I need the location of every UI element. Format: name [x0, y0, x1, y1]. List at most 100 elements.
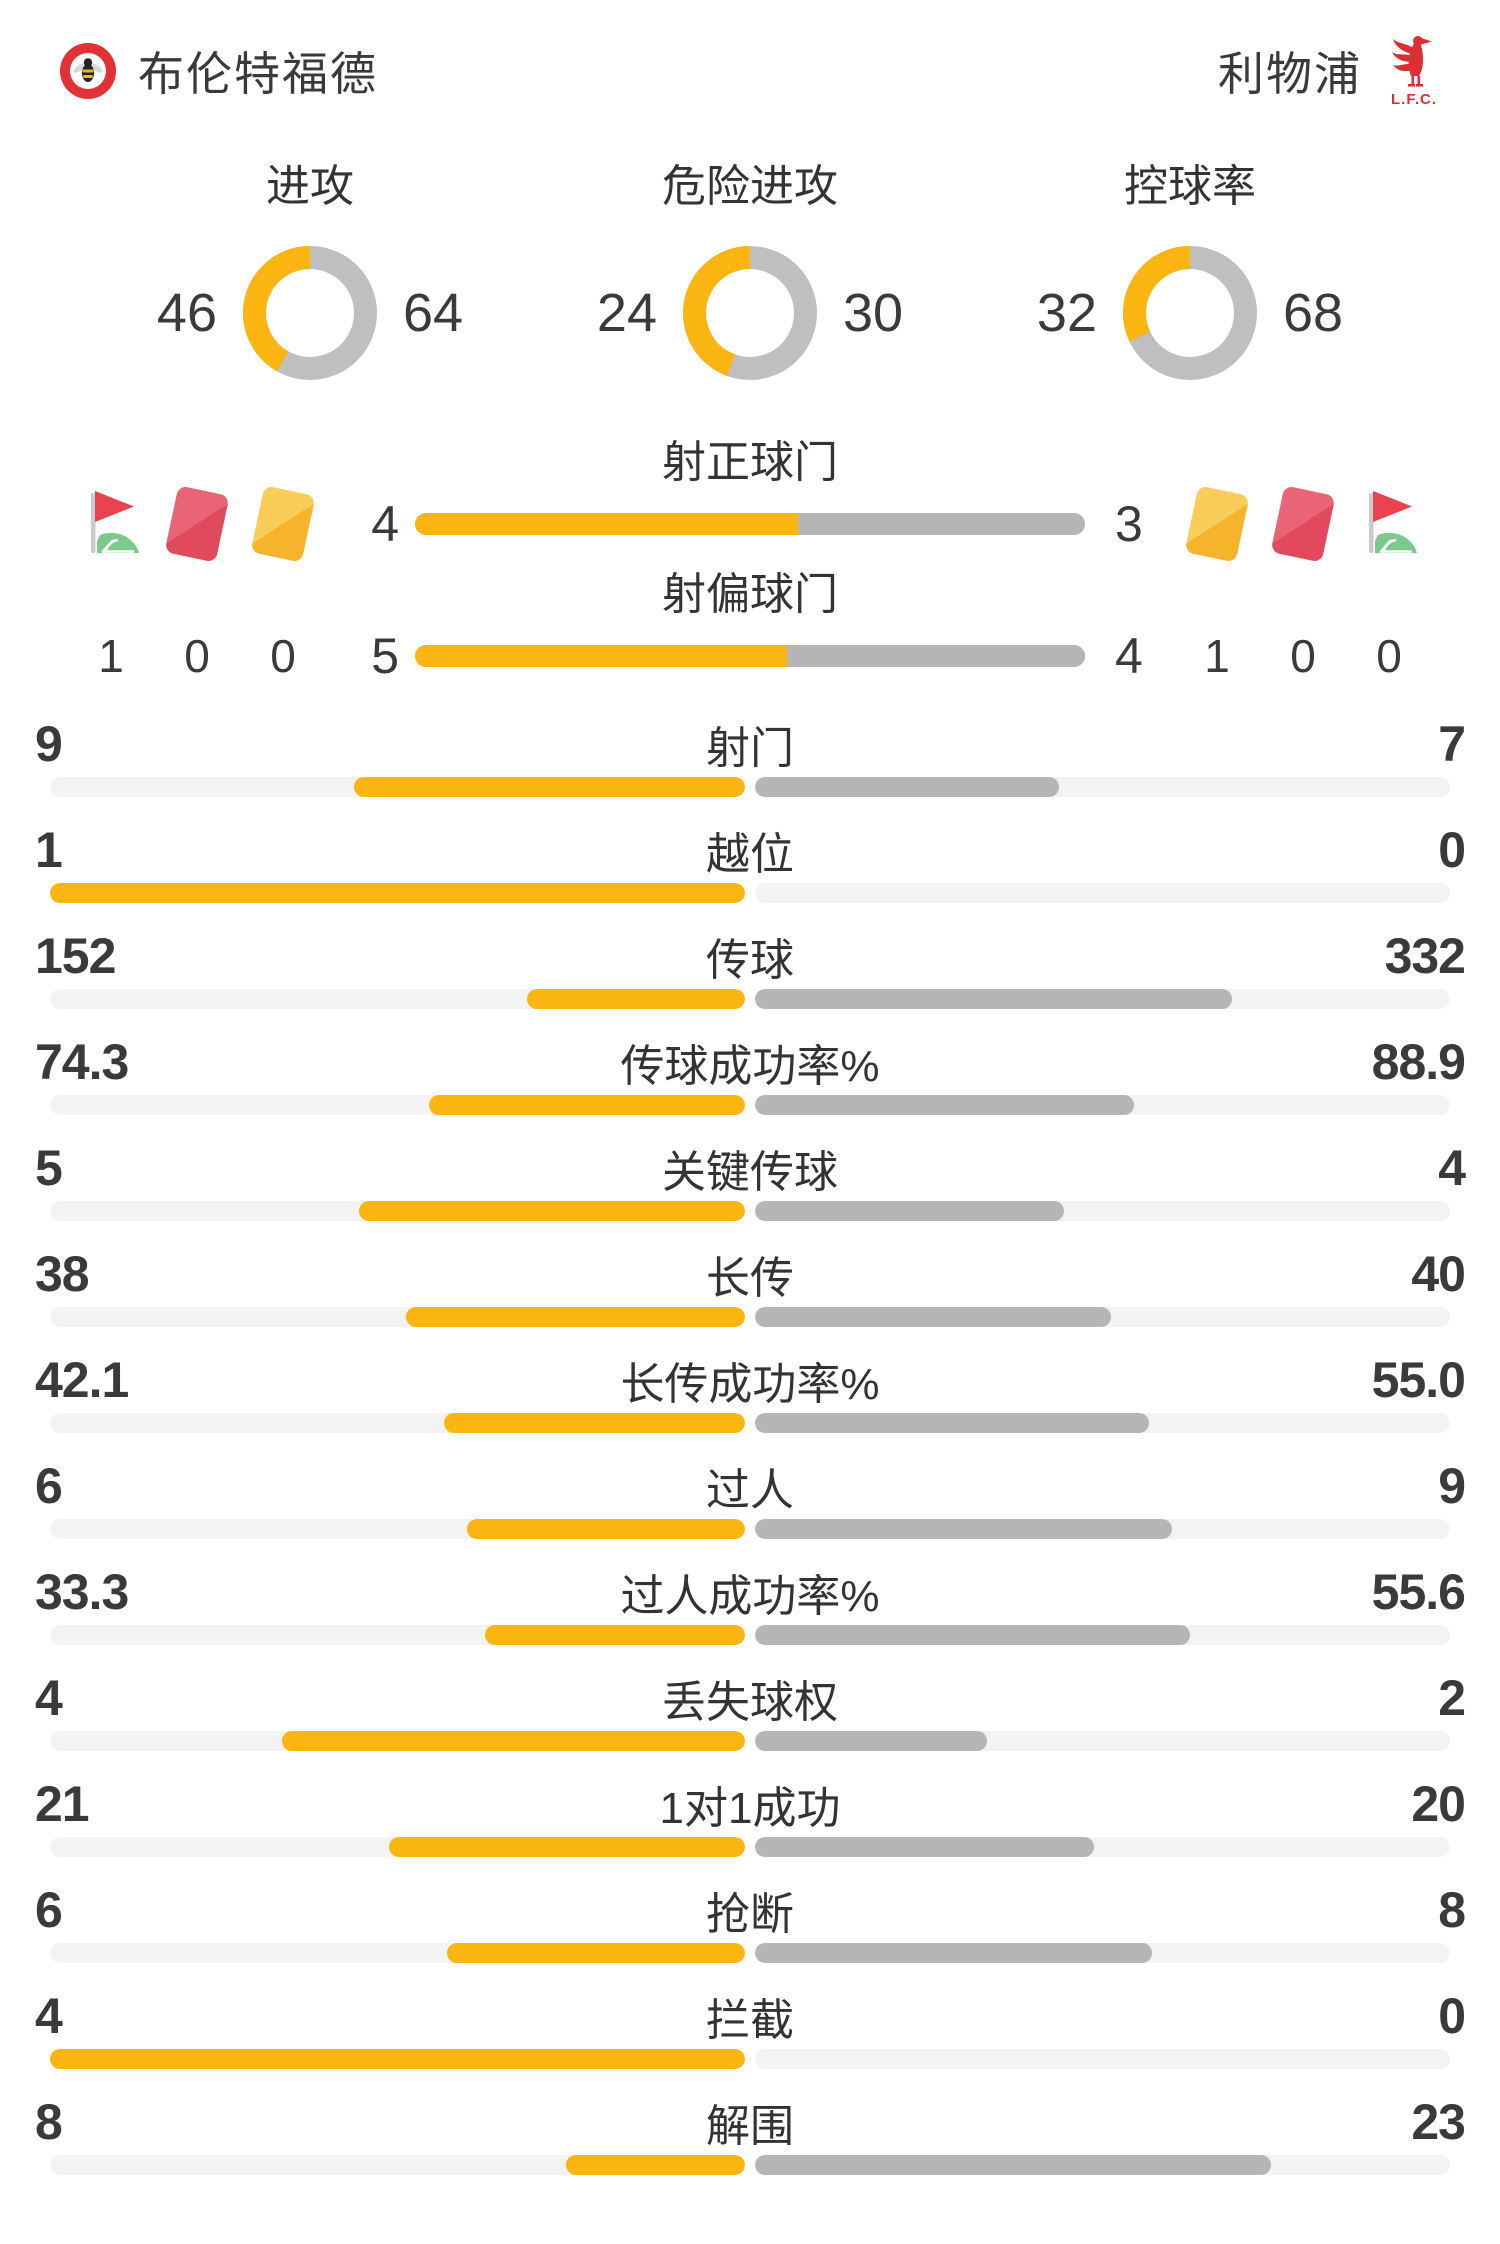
home-stat-bar [50, 1095, 745, 1115]
stat-row: 38 长传 40 [0, 1245, 1500, 1351]
home-shots-on-target-value: 4 [371, 496, 399, 552]
stat-row: 4 拦截 0 [0, 1987, 1500, 2093]
home-stat-bar [50, 989, 745, 1009]
home-stat-bar-fill [526, 989, 745, 1009]
away-stat-value: 332 [1384, 928, 1466, 984]
home-stat-value: 74.3 [35, 1034, 129, 1090]
stat-label: 过人成功率% [620, 1572, 880, 1621]
home-stat-value: 5 [35, 1140, 63, 1196]
home-stat-value: 33.3 [35, 1564, 129, 1620]
donut-chart [1123, 246, 1257, 380]
stat-row: 152 传球 332 [0, 927, 1500, 1033]
stat-label: 越位 [706, 830, 794, 879]
away-stat-bar [755, 1519, 1450, 1539]
away-stat-bar-fill [755, 777, 1060, 797]
stat-row: 4 丢失球权 2 [0, 1669, 1500, 1775]
stat-row: 8 解围 23 [0, 2093, 1500, 2199]
home-stat-bar [50, 1413, 745, 1433]
home-stat-bar [50, 2155, 745, 2175]
away-stat-bar [755, 1837, 1450, 1857]
stat-label: 1对1成功 [659, 1784, 841, 1833]
away-stat-bar [755, 1095, 1450, 1115]
home-bar-fill [415, 513, 798, 535]
away-yellow-cards-count: 1 [1204, 630, 1230, 682]
liverpool-crest-icon: L.F.C. [1384, 34, 1444, 108]
away-stat-bar [755, 2049, 1450, 2069]
shots-on-target-bar [415, 513, 1085, 535]
away-stat-value: 20 [1411, 1776, 1466, 1832]
home-discipline-counts: 1 0 0 [10, 629, 340, 683]
home-stat-value: 21 [35, 1776, 90, 1832]
stat-label: 丢失球权 [662, 1678, 838, 1727]
away-stat-bar [755, 1625, 1450, 1645]
stat-row: 74.3 传球成功率% 88.9 [0, 1033, 1500, 1139]
away-stat-value: 7 [1438, 716, 1466, 772]
stat-row: 21 1对1成功 20 [0, 1775, 1500, 1881]
away-stat-bar [755, 1731, 1450, 1751]
away-stat-bar-fill [755, 2155, 1271, 2175]
donut-chart [243, 246, 377, 380]
stat-row: 9 射门 7 [0, 715, 1500, 821]
away-shots-off-target-value: 4 [1115, 628, 1143, 684]
away-team-name: 利物浦 [1218, 48, 1362, 100]
away-stat-bar [755, 989, 1450, 1009]
home-stat-bar-fill [50, 883, 745, 903]
away-stat-value: 55.6 [1371, 1564, 1466, 1620]
home-stat-bar-fill [565, 2155, 745, 2175]
away-stat-bar [755, 1943, 1450, 1963]
home-discipline-icons [10, 485, 340, 563]
home-red-cards-count: 0 [184, 630, 210, 682]
away-stat-value: 0 [1438, 1988, 1466, 2044]
away-stat-value: 8 [1438, 1882, 1466, 1938]
home-stat-value: 6 [35, 1882, 63, 1938]
red-card-icon [164, 485, 230, 563]
away-stat-value: 2 [1438, 1670, 1466, 1726]
away-stat-bar [755, 777, 1450, 797]
home-stat-bar [50, 883, 745, 903]
donut-title: 危险进攻 [662, 162, 838, 211]
shots-section: 射正球门 4 3 [0, 438, 1500, 690]
stat-label: 抢断 [706, 1890, 794, 1939]
away-team-header[interactable]: 利物浦 L.F.C. [1218, 34, 1444, 108]
stat-label: 长传成功率% [620, 1360, 880, 1409]
away-stat-value: 40 [1411, 1246, 1466, 1302]
away-stat-bar [755, 2155, 1450, 2175]
shots-off-target-title: 射偏球门 [662, 570, 838, 619]
away-stat-bar-fill [755, 1625, 1190, 1645]
away-stat-bar-fill [755, 1307, 1112, 1327]
lfc-caption: L.F.C. [1391, 91, 1437, 108]
stat-label: 传球 [706, 936, 794, 985]
stat-label: 传球成功率% [620, 1042, 880, 1091]
home-bar-fill [415, 645, 788, 667]
home-stat-bar [50, 2049, 745, 2069]
away-stat-bar-fill [755, 1095, 1134, 1115]
away-stat-bar-fill [755, 1731, 987, 1751]
away-discipline-counts: 1 0 0 [1160, 629, 1490, 683]
stat-label: 解围 [706, 2102, 794, 2151]
donut-title: 进攻 [266, 162, 354, 211]
away-stat-value: 88.9 [1371, 1034, 1466, 1090]
home-stat-bar [50, 1307, 745, 1327]
home-stat-value: 6 [35, 1458, 63, 1514]
home-team-header[interactable]: 布伦特福德 [60, 38, 378, 104]
donut-charts-section: 进攻 46 64 危险进攻 24 30 控球率 32 [0, 162, 1500, 380]
home-corners-count: 1 [98, 630, 124, 682]
stat-row: 42.1 长传成功率% 55.0 [0, 1351, 1500, 1457]
home-stat-value: 152 [35, 928, 116, 984]
home-stat-bar [50, 1201, 745, 1221]
away-stat-bar [755, 1413, 1450, 1433]
home-stat-bar [50, 777, 745, 797]
stat-label: 长传 [706, 1254, 794, 1303]
donut-group-dangerous-attacks: 危险进攻 24 30 [593, 162, 907, 380]
stat-row: 6 过人 9 [0, 1457, 1500, 1563]
away-donut-value: 30 [843, 283, 904, 343]
corner-flag-icon [91, 491, 139, 553]
home-stat-bar-fill [50, 2049, 745, 2069]
stat-row: 33.3 过人成功率% 55.6 [0, 1563, 1500, 1669]
home-stat-value: 9 [35, 716, 63, 772]
home-stat-value: 8 [35, 2094, 63, 2150]
corner-flag-icon [1369, 491, 1417, 553]
away-stat-value: 0 [1438, 822, 1466, 878]
away-discipline-icons [1160, 485, 1490, 563]
away-stat-bar-fill [755, 1519, 1172, 1539]
